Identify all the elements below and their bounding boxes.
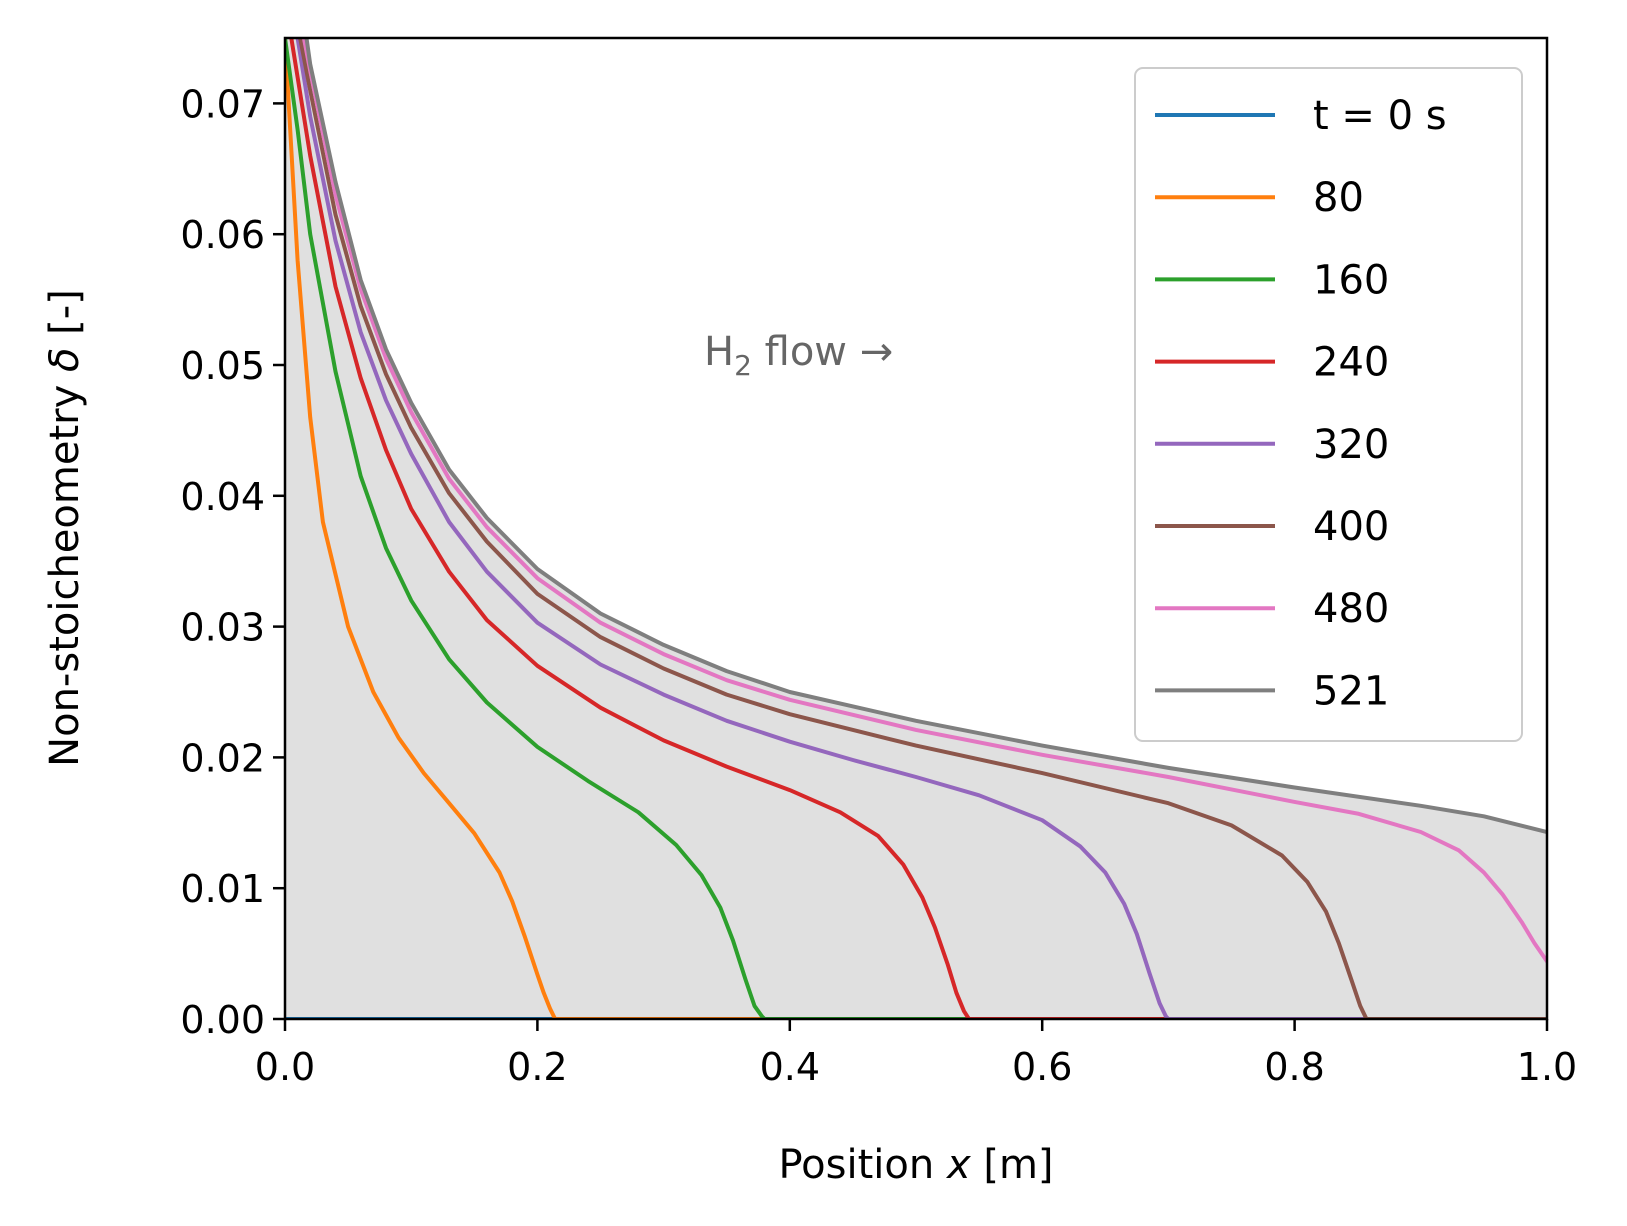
series-line-3 bbox=[289, 38, 1547, 1019]
x-tick-label: 1.0 bbox=[1517, 1045, 1577, 1089]
y-tick-label: 0.04 bbox=[180, 475, 265, 519]
x-tick-label: 0.4 bbox=[760, 1045, 820, 1089]
legend-label-4: 320 bbox=[1313, 422, 1389, 468]
shaded-area bbox=[285, 38, 1547, 1019]
y-tick-label: 0.02 bbox=[180, 736, 265, 780]
legend-label-2: 160 bbox=[1313, 257, 1389, 303]
legend-label-5: 400 bbox=[1313, 504, 1389, 550]
legend-label-3: 240 bbox=[1313, 340, 1389, 386]
series-line-4 bbox=[295, 38, 1547, 1019]
y-tick-label: 0.01 bbox=[180, 867, 265, 911]
x-tick-label: 0.0 bbox=[255, 1045, 315, 1089]
legend-label-0: t = 0 s bbox=[1313, 93, 1447, 139]
legend: t = 0 s 80 160 240 320 400 480 521 bbox=[1134, 67, 1523, 742]
x-tick-label: 0.6 bbox=[1012, 1045, 1072, 1089]
legend-label-1: 80 bbox=[1313, 175, 1364, 221]
legend-label-6: 480 bbox=[1313, 586, 1389, 632]
series-line-2 bbox=[285, 38, 1547, 1019]
x-axis: 0.0 0.2 0.4 0.6 0.8 1.0 bbox=[255, 1019, 1577, 1089]
y-tick-label: 0.03 bbox=[180, 606, 265, 650]
series-line-6 bbox=[301, 38, 1547, 964]
y-tick-label: 0.05 bbox=[180, 344, 265, 388]
y-tick-label: 0.06 bbox=[180, 213, 265, 257]
series-lines bbox=[285, 38, 1547, 1019]
legend-label-7: 521 bbox=[1313, 668, 1389, 714]
plot-frame bbox=[283, 36, 1549, 1021]
series-line-5 bbox=[298, 38, 1547, 1019]
x-tick-label: 0.8 bbox=[1264, 1045, 1324, 1089]
legend-box bbox=[1134, 67, 1523, 742]
series-line-1 bbox=[285, 38, 1547, 1019]
y-tick-label: 0.07 bbox=[180, 82, 265, 126]
x-axis-label: Position x [m] bbox=[778, 1142, 1053, 1188]
y-axis: 0.00 0.01 0.02 0.03 0.04 0.05 0.06 0.07 bbox=[180, 82, 285, 1042]
y-axis-label: Non-stoicheometry δ [-] bbox=[42, 289, 88, 767]
y-tick-label: 0.00 bbox=[180, 998, 265, 1042]
series-line-7 bbox=[304, 38, 1547, 834]
x-tick-label: 0.2 bbox=[507, 1045, 567, 1089]
flow-annotation: H2 flow → bbox=[704, 329, 893, 382]
shaded-region bbox=[285, 38, 1547, 1019]
